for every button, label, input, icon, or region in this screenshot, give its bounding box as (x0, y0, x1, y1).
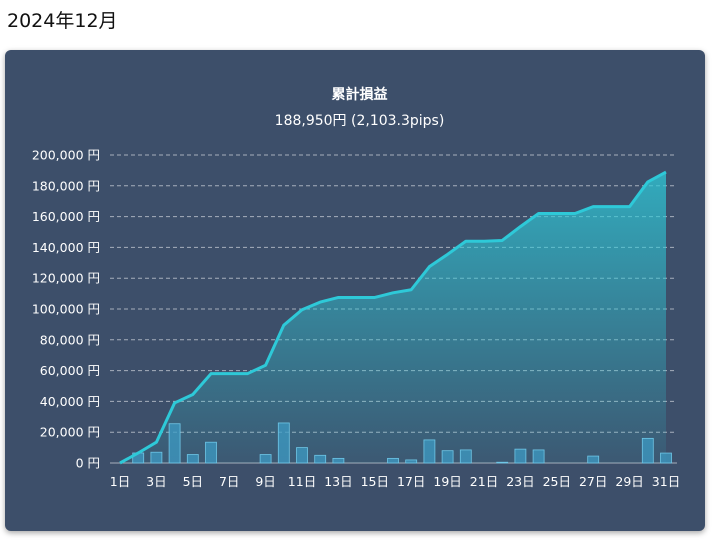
daily-bar (641, 437, 654, 464)
y-tick-label: 20,000 円 (40, 425, 100, 440)
x-tick-label: 11日 (288, 474, 316, 489)
daily-bar (150, 451, 163, 464)
x-tick-label: 3日 (146, 474, 166, 489)
daily-bar (441, 450, 454, 464)
daily-bar (587, 455, 600, 464)
daily-bar (532, 449, 545, 464)
daily-bar (405, 459, 418, 464)
daily-bar (277, 422, 290, 464)
daily-bar (168, 423, 181, 464)
x-tick-label: 25日 (543, 474, 571, 489)
daily-bar (459, 449, 472, 464)
x-tick-label: 27日 (579, 474, 607, 489)
x-tick-label: 23日 (506, 474, 534, 489)
x-tick-label: 9日 (255, 474, 275, 489)
daily-bar (387, 457, 399, 464)
x-tick-label: 5日 (183, 474, 203, 489)
y-tick-label: 40,000 円 (40, 394, 100, 409)
daily-bar (332, 457, 345, 464)
y-axis-ticks: 0 円 20,000 円 40,000 円 60,000 円 80,000 円 100,0… (32, 148, 100, 471)
y-tick-label: 0 円 (76, 456, 100, 471)
x-tick-label: 13日 (324, 474, 352, 489)
daily-bar (660, 452, 672, 464)
x-tick-label: 31日 (652, 474, 680, 489)
x-tick-label: 21日 (470, 474, 498, 489)
x-tick-label: 15日 (361, 474, 389, 489)
cumulative-line (119, 170, 667, 465)
y-tick-label: 180,000 円 (32, 178, 100, 193)
y-tick-label: 100,000 円 (32, 302, 100, 317)
daily-bar (186, 454, 199, 464)
y-tick-label: 60,000 円 (40, 363, 100, 378)
daily-bar (423, 439, 436, 464)
x-axis-ticks: 1日 3日 5日 7日 9日 11日 13日 15日 17日 19日 21日 23日 25日 27日 29日… (110, 474, 680, 489)
y-tick-label: 200,000 円 (32, 148, 100, 163)
x-tick-label: 19日 (433, 474, 461, 489)
x-tick-label: 29日 (615, 474, 643, 489)
area-layer (120, 172, 666, 463)
daily-bar (514, 448, 527, 464)
y-tick-label: 140,000 円 (32, 240, 100, 255)
y-tick-label: 160,000 円 (32, 209, 100, 224)
chart-title: 累計損益 (331, 87, 388, 103)
x-tick-label: 1日 (110, 474, 130, 489)
daily-bar (314, 454, 327, 464)
daily-bar (496, 461, 509, 464)
y-tick-label: 80,000 円 (40, 332, 100, 347)
cumulative-area (120, 172, 666, 463)
daily-bar (296, 447, 308, 464)
daily-bars (132, 422, 672, 464)
line-layer (119, 170, 667, 465)
y-tick-label: 120,000 円 (32, 271, 100, 286)
x-tick-label: 7日 (219, 474, 239, 489)
chart-subtitle: 188,950円 (2,103.3pips) (274, 113, 445, 129)
x-tick-label: 17日 (397, 474, 425, 489)
daily-bar (259, 454, 272, 464)
daily-bar (205, 441, 217, 464)
page-heading: 2024年12月 (7, 10, 118, 32)
